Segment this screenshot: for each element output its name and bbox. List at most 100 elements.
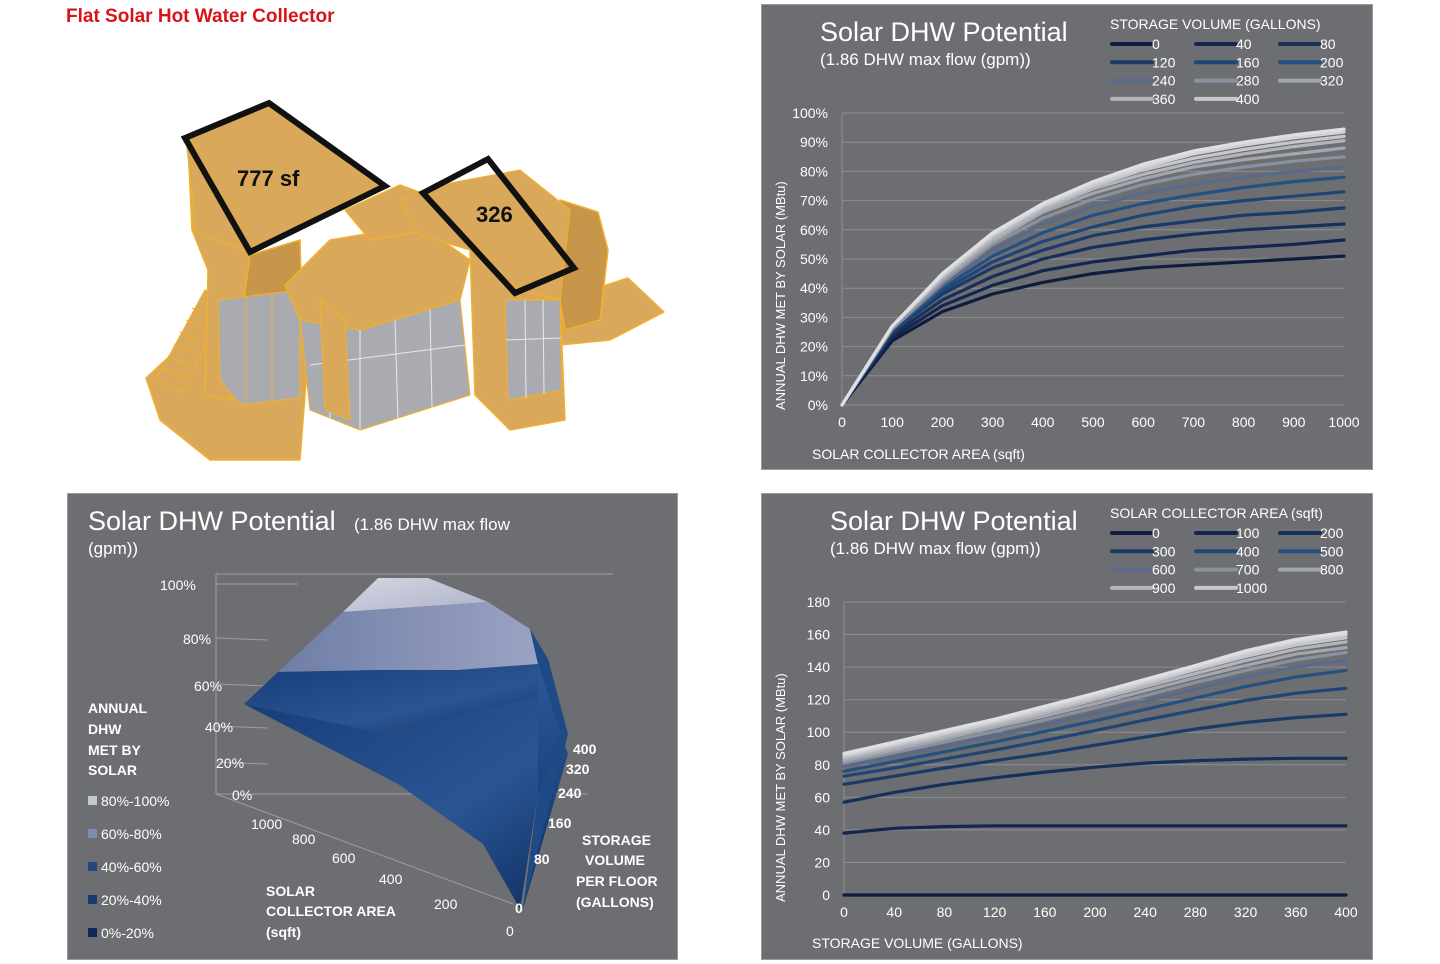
x-tick-label: 500 [1081,414,1105,430]
legend-label: 80 [1320,36,1336,52]
x-tick-label: 120 [983,904,1007,920]
x-tick-label: 1000 [1328,414,1359,430]
surface-band-low [244,694,560,909]
legend-title: SOLAR COLLECTOR AREA (sqft) [1110,505,1323,521]
area-tick: 600 [332,850,356,866]
x-tick-label: 400 [1334,904,1358,920]
legend: 0 40 80 120 160 200 240 280 320 360 400 [1110,36,1344,107]
legend-label: 600 [1152,562,1176,578]
series-line-240 [840,165,1346,407]
legend-label: 120 [1152,54,1176,70]
surface-right-face [523,629,568,909]
series-line-500 [842,668,1348,773]
volume-axis-ticks: 400 320 240 160 80 0 [515,741,597,916]
legend-label: 200 [1320,54,1344,70]
volume-label-line: STORAGE [582,832,651,848]
y-tick-label: 100 [807,724,831,740]
central-fin [319,299,351,421]
legend-swatch [88,895,97,904]
surface-band-40-60 [244,664,548,734]
area-label-line: SOLAR [266,883,315,899]
x-tick-label: 200 [1083,904,1107,920]
surface-chart: Solar DHW Potential (1.86 DHW max flow (… [88,506,658,941]
area-tick: 400 [379,871,403,887]
area-tick: 800 [292,831,316,847]
series-line-480 [840,127,1346,407]
series-line-400 [842,686,1348,778]
z-label-line: MET BY [88,742,142,758]
y-tick-label: 160 [807,627,831,643]
x-tick-label: 320 [1234,904,1258,920]
x-tick-label: 0 [840,904,848,920]
roof-collector-outline-large [180,99,391,256]
area-label-line: COLLECTOR AREA [266,903,396,919]
series-line-100 [842,824,1348,835]
x-tick-label: 100 [881,414,905,430]
y-tick-label: 70% [800,193,828,209]
volume-tick: 400 [573,741,597,757]
x-tick-label: 900 [1282,414,1306,430]
legend-label: 40 [1236,36,1252,52]
area-tick: 200 [434,896,458,912]
y-tick-label: 60 [814,789,830,805]
series-line-800 [842,646,1348,763]
legend-label: 400 [1236,543,1260,559]
volume-tick: 160 [548,815,572,831]
volume-label-line: PER FLOOR [576,873,658,889]
series-lines [840,127,1346,407]
chart-subtitle: (1.86 DHW max flow (gpm)) [830,539,1041,558]
legend-label: 280 [1236,73,1260,89]
volume-label-line: (GALLONS) [576,894,654,910]
legend-title: STORAGE VOLUME (GALLONS) [1110,16,1321,32]
legend: 0 100 200 300 400 500 600 700 800 900 1000 [1110,525,1344,596]
volume-tick: 80 [534,851,550,867]
legend-label: 400 [1236,91,1260,107]
surface-mesh [244,578,568,909]
series-lines [842,630,1348,897]
legend-label: 700 [1236,562,1260,578]
legend-label: 100 [1236,525,1260,541]
volume-tick: 320 [566,761,590,777]
volume-label-line: VOLUME [585,852,645,868]
y-tick-label: 0 [822,887,830,903]
legend-swatch [88,829,97,838]
x-tick-label: 360 [1284,904,1308,920]
z-tick: 0% [232,787,252,803]
area-axis-label: SOLAR COLLECTOR AREA (sqft) [266,883,396,940]
z-tick: 40% [205,719,233,735]
area-tick: 0 [506,923,514,939]
building-massing [145,103,665,461]
series-line-300 [842,712,1348,786]
series-line-600 [842,659,1348,768]
y-tick-label: 90% [800,134,828,150]
legend-label: 240 [1152,73,1176,89]
legend-label: 80%-100% [101,793,170,809]
series-line-900 [842,640,1348,760]
z-tick: 60% [194,678,222,694]
legend-label: 20%-40% [101,892,162,908]
legend-label: 60%-80% [101,826,162,842]
legend-label: 40%-60% [101,859,162,875]
legend-swatch [88,862,97,871]
volume-tick: 240 [558,785,582,801]
surface-band-60-80 [278,602,538,672]
x-axis-label: SOLAR COLLECTOR AREA (sqft) [812,446,1025,462]
line-chart-collector-area: Solar DHW Potential (1.86 DHW max flow (… [773,16,1360,462]
chart-title: Solar DHW Potential [88,506,336,536]
chart-title: Solar DHW Potential [830,506,1078,536]
legend-label: 500 [1320,543,1344,559]
y-axis-label: ANNUAL DHW MET BY SOLAR (MBtu) [773,673,788,902]
x-tick-label: 40 [886,904,902,920]
y-tick-label: 20% [800,339,828,355]
series-line-80 [840,222,1346,407]
legend-label: 200 [1320,525,1344,541]
chart-title: Solar DHW Potential [820,17,1068,47]
roof-collector-outline-small [418,155,579,297]
x-tick-label: 0 [838,414,846,430]
x-tick-label: 400 [1031,414,1055,430]
series-line-400 [840,134,1346,407]
left-glass-wall [217,289,301,406]
legend-label: 300 [1152,543,1176,559]
right-block-upper [399,169,571,301]
y-tick-label: 10% [800,368,828,384]
